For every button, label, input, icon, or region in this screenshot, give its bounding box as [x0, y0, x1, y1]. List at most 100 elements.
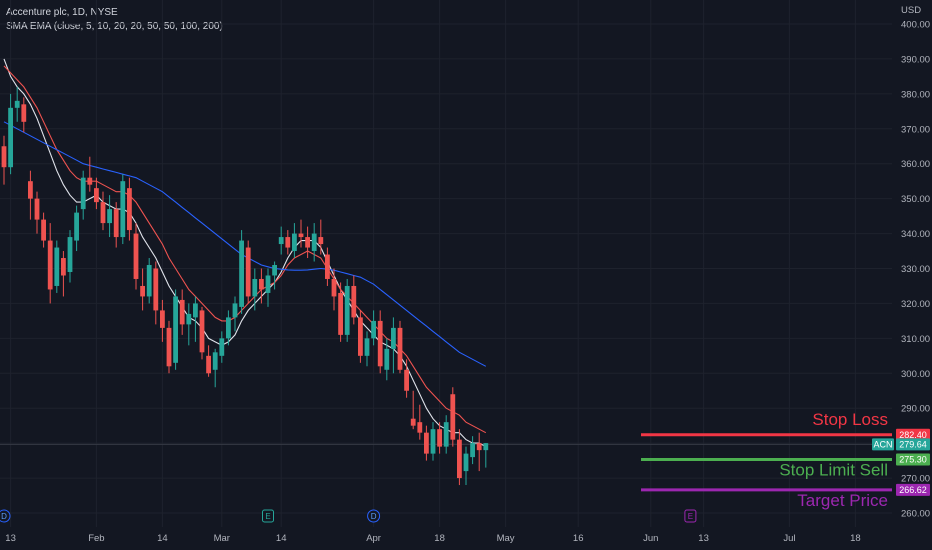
candle-down: [285, 237, 291, 248]
price-tags: 282.40 ACN 279.64 275.30 266.62: [872, 428, 930, 496]
target-price-tag-bg: [896, 483, 930, 496]
candle-up: [186, 313, 192, 325]
stop-limit-sell-label: Stop Limit Sell: [779, 461, 888, 480]
price-levels: Stop Loss Stop Limit Sell Target Price: [641, 410, 892, 510]
earnings-marker: [684, 509, 697, 523]
chart-legend: Accenture plc, 1D, NYSE SMA EMA (close, …: [6, 6, 223, 34]
candle-up: [483, 443, 489, 451]
target-price-tag: 266.62: [899, 485, 927, 495]
candle-up: [252, 278, 258, 297]
candle-up: [193, 303, 198, 318]
x-tick-label: 14: [276, 533, 287, 544]
candle-up: [430, 429, 436, 454]
candle-down: [179, 299, 185, 325]
y-tick-label: 360.00: [901, 159, 930, 170]
target-price-label: Target Price: [797, 491, 888, 510]
indicator-title[interactable]: SMA EMA (close, 5, 10, 20, 20, 50, 50, 1…: [6, 21, 223, 32]
candle-up: [80, 177, 86, 210]
dividend-marker: [367, 509, 381, 523]
stop-loss-tag-bg: [896, 428, 930, 441]
currency-label: USD: [901, 5, 921, 16]
x-tick-label: Jul: [783, 533, 795, 544]
candle-down: [61, 258, 66, 276]
y-tick-label: 400.00: [901, 20, 930, 31]
candle-down: [259, 278, 264, 290]
candle-up: [173, 296, 178, 363]
candle-down: [457, 439, 462, 479]
y-tick-label: 380.00: [901, 89, 930, 100]
x-tick-label: Apr: [366, 533, 381, 544]
x-tick-label: 13: [698, 533, 709, 544]
candle-down: [140, 285, 145, 297]
candle-up: [8, 107, 13, 168]
candle-down: [41, 219, 46, 241]
candle-down: [351, 285, 357, 318]
candle-down: [166, 327, 172, 367]
candle-down: [305, 237, 310, 248]
candle-up: [212, 352, 218, 370]
candle-down: [94, 188, 99, 203]
candle-up: [120, 181, 126, 238]
candle-up: [463, 453, 469, 472]
candle-up: [146, 265, 152, 297]
x-tick-label: 13: [5, 533, 16, 544]
x-tick-label: 14: [157, 533, 168, 544]
y-tick-label: 390.00: [901, 54, 930, 65]
candle-up: [344, 285, 350, 335]
candle-down: [113, 209, 119, 238]
candle-down: [87, 177, 93, 185]
candle-down: [377, 320, 383, 367]
x-tick-label: 18: [850, 533, 861, 544]
candle-up: [371, 320, 376, 339]
y-tick-label: 270.00: [901, 474, 930, 485]
candle-down: [331, 278, 337, 297]
candle-down: [47, 240, 53, 290]
x-tick-label: 18: [434, 533, 445, 544]
candle-up: [67, 237, 73, 272]
candle-down: [28, 181, 33, 199]
current-price-tag-bg: [896, 438, 930, 451]
candle-down: [424, 432, 429, 454]
dividend-marker-label: D: [1, 512, 7, 521]
x-tick-label: May: [497, 533, 515, 544]
stop-limit-tag-bg: [896, 453, 930, 466]
x-tick-label: Jun: [643, 533, 658, 544]
candle-up: [364, 338, 370, 356]
candle-up: [226, 317, 231, 339]
y-tick-label: 310.00: [901, 334, 930, 345]
candle-down: [206, 355, 211, 374]
y-tick-label: 320.00: [901, 299, 930, 310]
stop-limit-tag: 275.30: [899, 455, 927, 465]
candle-up: [470, 443, 475, 458]
candle-down: [153, 268, 159, 311]
candle-down: [298, 233, 304, 238]
earnings-marker-label: E: [265, 512, 270, 521]
current-price-tag: 279.64: [899, 439, 927, 449]
dividend-marker: [0, 509, 11, 523]
candle-down: [199, 310, 205, 353]
y-tick-label: 260.00: [901, 509, 930, 520]
candle-up: [219, 338, 225, 356]
y-tick-label: 290.00: [901, 404, 930, 415]
candle-down: [245, 247, 251, 297]
chart-grid: [0, 0, 892, 527]
candlestick-series: [1, 86, 489, 486]
candle-down: [21, 104, 27, 122]
time-axis[interactable]: 13 Feb 14 Mar 14 Apr 18 May 16 Jun 13 Jul 18: [5, 533, 860, 544]
candle-up: [14, 100, 20, 108]
candle-down: [476, 443, 482, 451]
candle-down: [404, 369, 409, 391]
symbol-title[interactable]: Accenture plc, 1D, NYSE: [6, 7, 118, 18]
ma-fast-line: [3, 58, 487, 448]
stop-loss-label: Stop Loss: [812, 410, 888, 429]
x-tick-label: 16: [573, 533, 584, 544]
candle-down: [127, 188, 132, 231]
candle-up: [54, 247, 60, 286]
y-tick-label: 300.00: [901, 369, 930, 380]
candle-up: [74, 212, 79, 241]
earnings-marker-label: E: [688, 512, 693, 521]
y-tick-label: 330.00: [901, 264, 930, 275]
candle-down: [100, 202, 106, 224]
